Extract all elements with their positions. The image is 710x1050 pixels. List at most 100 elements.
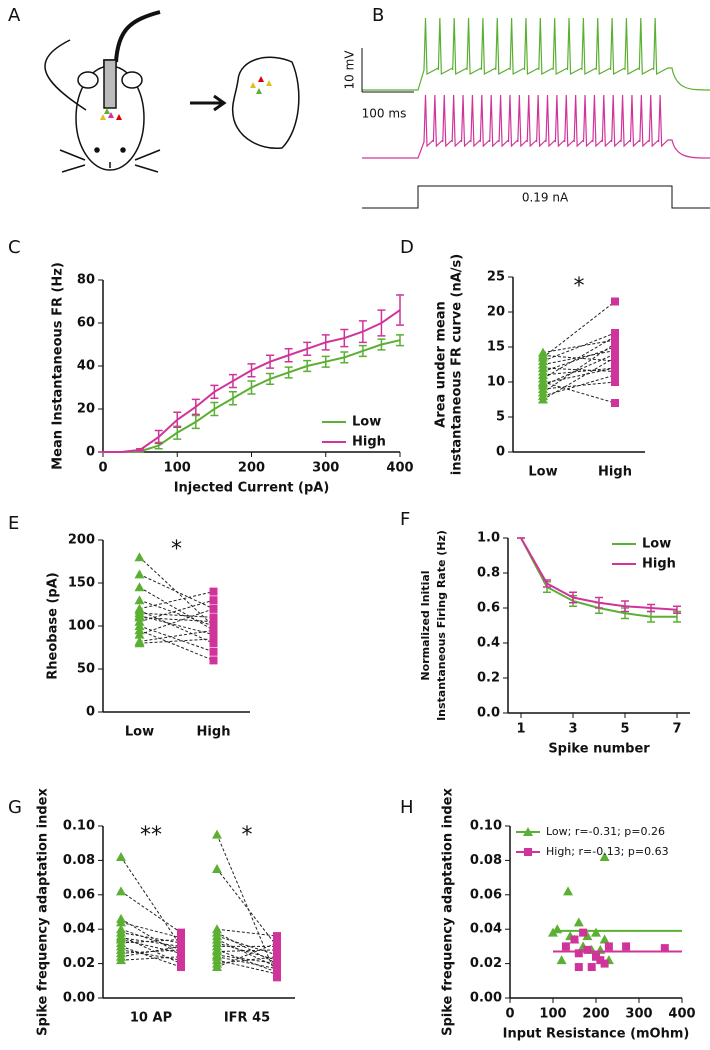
square-marker bbox=[273, 959, 281, 968]
x-tick-label: 7 bbox=[672, 722, 681, 737]
square-marker bbox=[600, 959, 609, 968]
error-bar bbox=[543, 579, 551, 588]
x-tick-label: 200 bbox=[238, 461, 265, 476]
y-axis-label: Normalized Initial bbox=[419, 570, 432, 680]
error-bar bbox=[358, 344, 367, 358]
voltage-trace bbox=[362, 94, 710, 159]
square-marker bbox=[611, 399, 619, 407]
triangle-marker bbox=[134, 595, 145, 605]
square-marker bbox=[574, 963, 583, 972]
y-tick-label: 0.04 bbox=[470, 922, 502, 937]
y-tick-label: 20 bbox=[77, 402, 95, 417]
square-marker bbox=[611, 364, 619, 372]
error-bar bbox=[284, 366, 293, 379]
significance: * bbox=[242, 823, 253, 848]
pair-line bbox=[120, 939, 182, 944]
y-axis-label: Spike frequency adaptation index bbox=[36, 788, 51, 1036]
pair-line bbox=[542, 346, 616, 372]
pair-line bbox=[120, 921, 182, 939]
square-marker bbox=[592, 952, 600, 961]
legend-marker bbox=[523, 827, 533, 836]
error-bar bbox=[396, 294, 404, 326]
pair-line bbox=[120, 945, 182, 968]
y-tick-label: 25 bbox=[487, 270, 505, 285]
x-axis-label: Spike number bbox=[548, 742, 650, 757]
y-tick-label: 0.4 bbox=[477, 636, 500, 651]
error-bar bbox=[154, 429, 163, 445]
x-tick-label: 300 bbox=[312, 461, 339, 476]
square-marker bbox=[273, 952, 281, 961]
x-tick-label: 100 bbox=[539, 1007, 566, 1022]
pair-line bbox=[216, 868, 278, 947]
pair-line bbox=[542, 367, 616, 384]
pair-line bbox=[216, 956, 278, 965]
error-bar bbox=[228, 373, 237, 389]
pair-line bbox=[542, 374, 616, 397]
square-marker bbox=[209, 587, 218, 596]
panel-letter: A bbox=[8, 5, 21, 26]
y-tick-label: 15 bbox=[487, 340, 505, 355]
y-tick-label: 0.04 bbox=[63, 922, 95, 937]
square-marker bbox=[273, 964, 281, 973]
pair-line bbox=[139, 629, 214, 661]
square-marker bbox=[611, 378, 619, 386]
triangle-marker bbox=[212, 829, 222, 839]
y-tick-label: 0.8 bbox=[477, 566, 500, 581]
y-axis-label: Rheobase (pA) bbox=[46, 572, 61, 679]
pair-line bbox=[139, 591, 214, 610]
y-tick-label: 80 bbox=[77, 273, 95, 288]
triangle-marker bbox=[134, 582, 145, 592]
error-bar bbox=[673, 605, 681, 614]
error-bar bbox=[173, 411, 182, 429]
triangle-marker bbox=[134, 638, 145, 648]
y-axis-label: Mean Instantaneous FR (Hz) bbox=[51, 262, 66, 470]
error-bar bbox=[358, 320, 367, 344]
y-tick-label: 0.10 bbox=[63, 819, 95, 834]
pair-line bbox=[139, 625, 214, 653]
y-tick-label: 0.0 bbox=[477, 706, 500, 721]
significance: ** bbox=[140, 823, 162, 848]
y-axis-label: instantaneous FR curve (nA/s) bbox=[450, 254, 465, 476]
triangle-marker bbox=[134, 552, 145, 562]
square-marker bbox=[209, 656, 218, 665]
square-marker bbox=[177, 935, 185, 944]
y-axis-label: Area under mean bbox=[434, 301, 449, 428]
traces bbox=[362, 17, 710, 159]
square-marker bbox=[209, 639, 218, 648]
panel-letter: F bbox=[400, 509, 410, 530]
square-marker bbox=[177, 952, 185, 961]
square-marker bbox=[209, 634, 218, 643]
pair-line bbox=[216, 932, 278, 965]
square-marker bbox=[177, 942, 185, 951]
error-bar bbox=[595, 596, 603, 609]
y-tick-label: 0 bbox=[496, 445, 505, 460]
square-marker bbox=[209, 604, 218, 613]
pair-line bbox=[139, 610, 214, 644]
panel-letter: C bbox=[8, 237, 21, 258]
y-tick-label: 0.2 bbox=[477, 671, 500, 686]
pair-line bbox=[139, 615, 214, 636]
square-marker bbox=[611, 297, 619, 306]
x-tick-label: 10 AP bbox=[130, 1011, 172, 1026]
pair-line bbox=[542, 353, 616, 386]
y-tick-label: 0.02 bbox=[470, 956, 502, 971]
y-tick-label: 0.06 bbox=[470, 887, 502, 902]
y-tick-label: 200 bbox=[68, 533, 95, 548]
pair-line bbox=[139, 599, 214, 623]
triangle-marker bbox=[134, 569, 145, 579]
square-marker bbox=[604, 942, 613, 951]
pair-line bbox=[542, 381, 616, 404]
square-marker bbox=[273, 945, 281, 954]
legend-label: Low; r=-0.31; p=0.26 bbox=[546, 825, 665, 838]
pair-line bbox=[542, 357, 616, 400]
triangle-marker bbox=[582, 931, 593, 941]
y-tick-label: 10 bbox=[487, 375, 505, 390]
pair-line bbox=[120, 928, 182, 951]
x-axis-label: Input Resistance (mOhm) bbox=[503, 1027, 690, 1042]
scale-label: 10 mV bbox=[343, 50, 357, 90]
pair-line bbox=[542, 339, 616, 354]
y-tick-label: 0 bbox=[86, 705, 95, 720]
x-tick-label: 400 bbox=[668, 1007, 695, 1022]
error-bar bbox=[647, 603, 655, 613]
triangle-marker bbox=[116, 917, 126, 927]
